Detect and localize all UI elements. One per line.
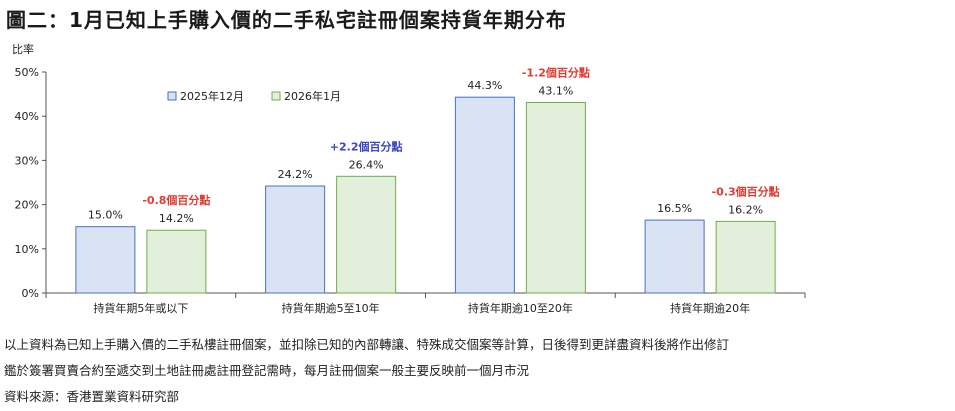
legend-label: 2025年12月 <box>180 89 244 103</box>
data-label: 43.1% <box>538 84 573 97</box>
y-axis-title: 比率 <box>12 42 34 56</box>
y-tick-label: 40% <box>15 110 39 123</box>
y-tick-label: 30% <box>15 154 39 167</box>
footnote-2: 鑑於簽署買賣合約至遞交到土地註冊處註冊登記需時，每月註冊個案一般主要反映前一個月… <box>4 363 530 378</box>
bar <box>75 226 136 294</box>
bar <box>146 229 207 294</box>
data-label: 16.2% <box>728 203 763 216</box>
bar <box>525 101 586 294</box>
bar-chart: 比率 0% 10% 20% 30% 40% 50% 持貨年期5年或以下 持貨年期逾5至10年… <box>12 42 806 315</box>
bar <box>644 219 705 294</box>
x-tick-label: 持貨年期逾20年 <box>670 301 750 315</box>
data-label: 14.2% <box>159 212 194 225</box>
y-axis: 0% 10% 20% 30% 40% 50% <box>15 66 47 300</box>
bar <box>265 185 326 294</box>
data-label: 26.4% <box>349 158 384 171</box>
change-annotation: -1.2個百分點 <box>522 65 590 79</box>
y-tick-label: 50% <box>15 66 39 79</box>
bar <box>454 96 515 294</box>
x-axis: 持貨年期5年或以下 持貨年期逾5至10年 持貨年期逾10至20年 持貨年期逾20年 <box>45 292 806 315</box>
data-label: 15.0% <box>88 209 123 222</box>
x-tick-label: 持貨年期逾10至20年 <box>468 301 573 315</box>
legend-label: 2026年1月 <box>284 89 341 103</box>
y-tick-label: 10% <box>15 243 39 256</box>
data-label: 44.3% <box>467 79 502 92</box>
change-annotation: -0.3個百分點 <box>712 184 780 198</box>
legend: 2025年12月 2026年1月 <box>167 89 341 103</box>
legend-swatch <box>271 91 281 101</box>
change-annotation: +2.2個百分點 <box>330 139 403 153</box>
bars: 15.0% 14.2% -0.8個百分點 24.2% 26.4% +2.2個百分點 44.3… <box>75 65 780 294</box>
y-tick-label: 0% <box>22 287 39 300</box>
chart-title: 圖二：1月已知上手購入價的二手私宅註冊個案持貨年期分布 <box>6 8 567 32</box>
footnote-3: 資料來源：香港置業資料研究部 <box>4 389 180 404</box>
data-label: 24.2% <box>278 168 313 181</box>
bar <box>715 220 776 294</box>
footnotes: 以上資料為已知上手購入價的二手私樓註冊個案，並扣除已知的內部轉讓、特殊成交個案等… <box>4 332 729 410</box>
y-tick-label: 20% <box>15 199 39 212</box>
x-tick-label: 持貨年期5年或以下 <box>93 301 188 315</box>
legend-swatch <box>167 91 177 101</box>
footnote-1: 以上資料為已知上手購入價的二手私樓註冊個案，並扣除已知的內部轉讓、特殊成交個案等… <box>4 337 730 352</box>
x-tick-label: 持貨年期逾5至10年 <box>282 301 380 315</box>
bar <box>336 175 397 294</box>
data-label: 16.5% <box>657 202 692 215</box>
change-annotation: -0.8個百分點 <box>142 193 210 207</box>
